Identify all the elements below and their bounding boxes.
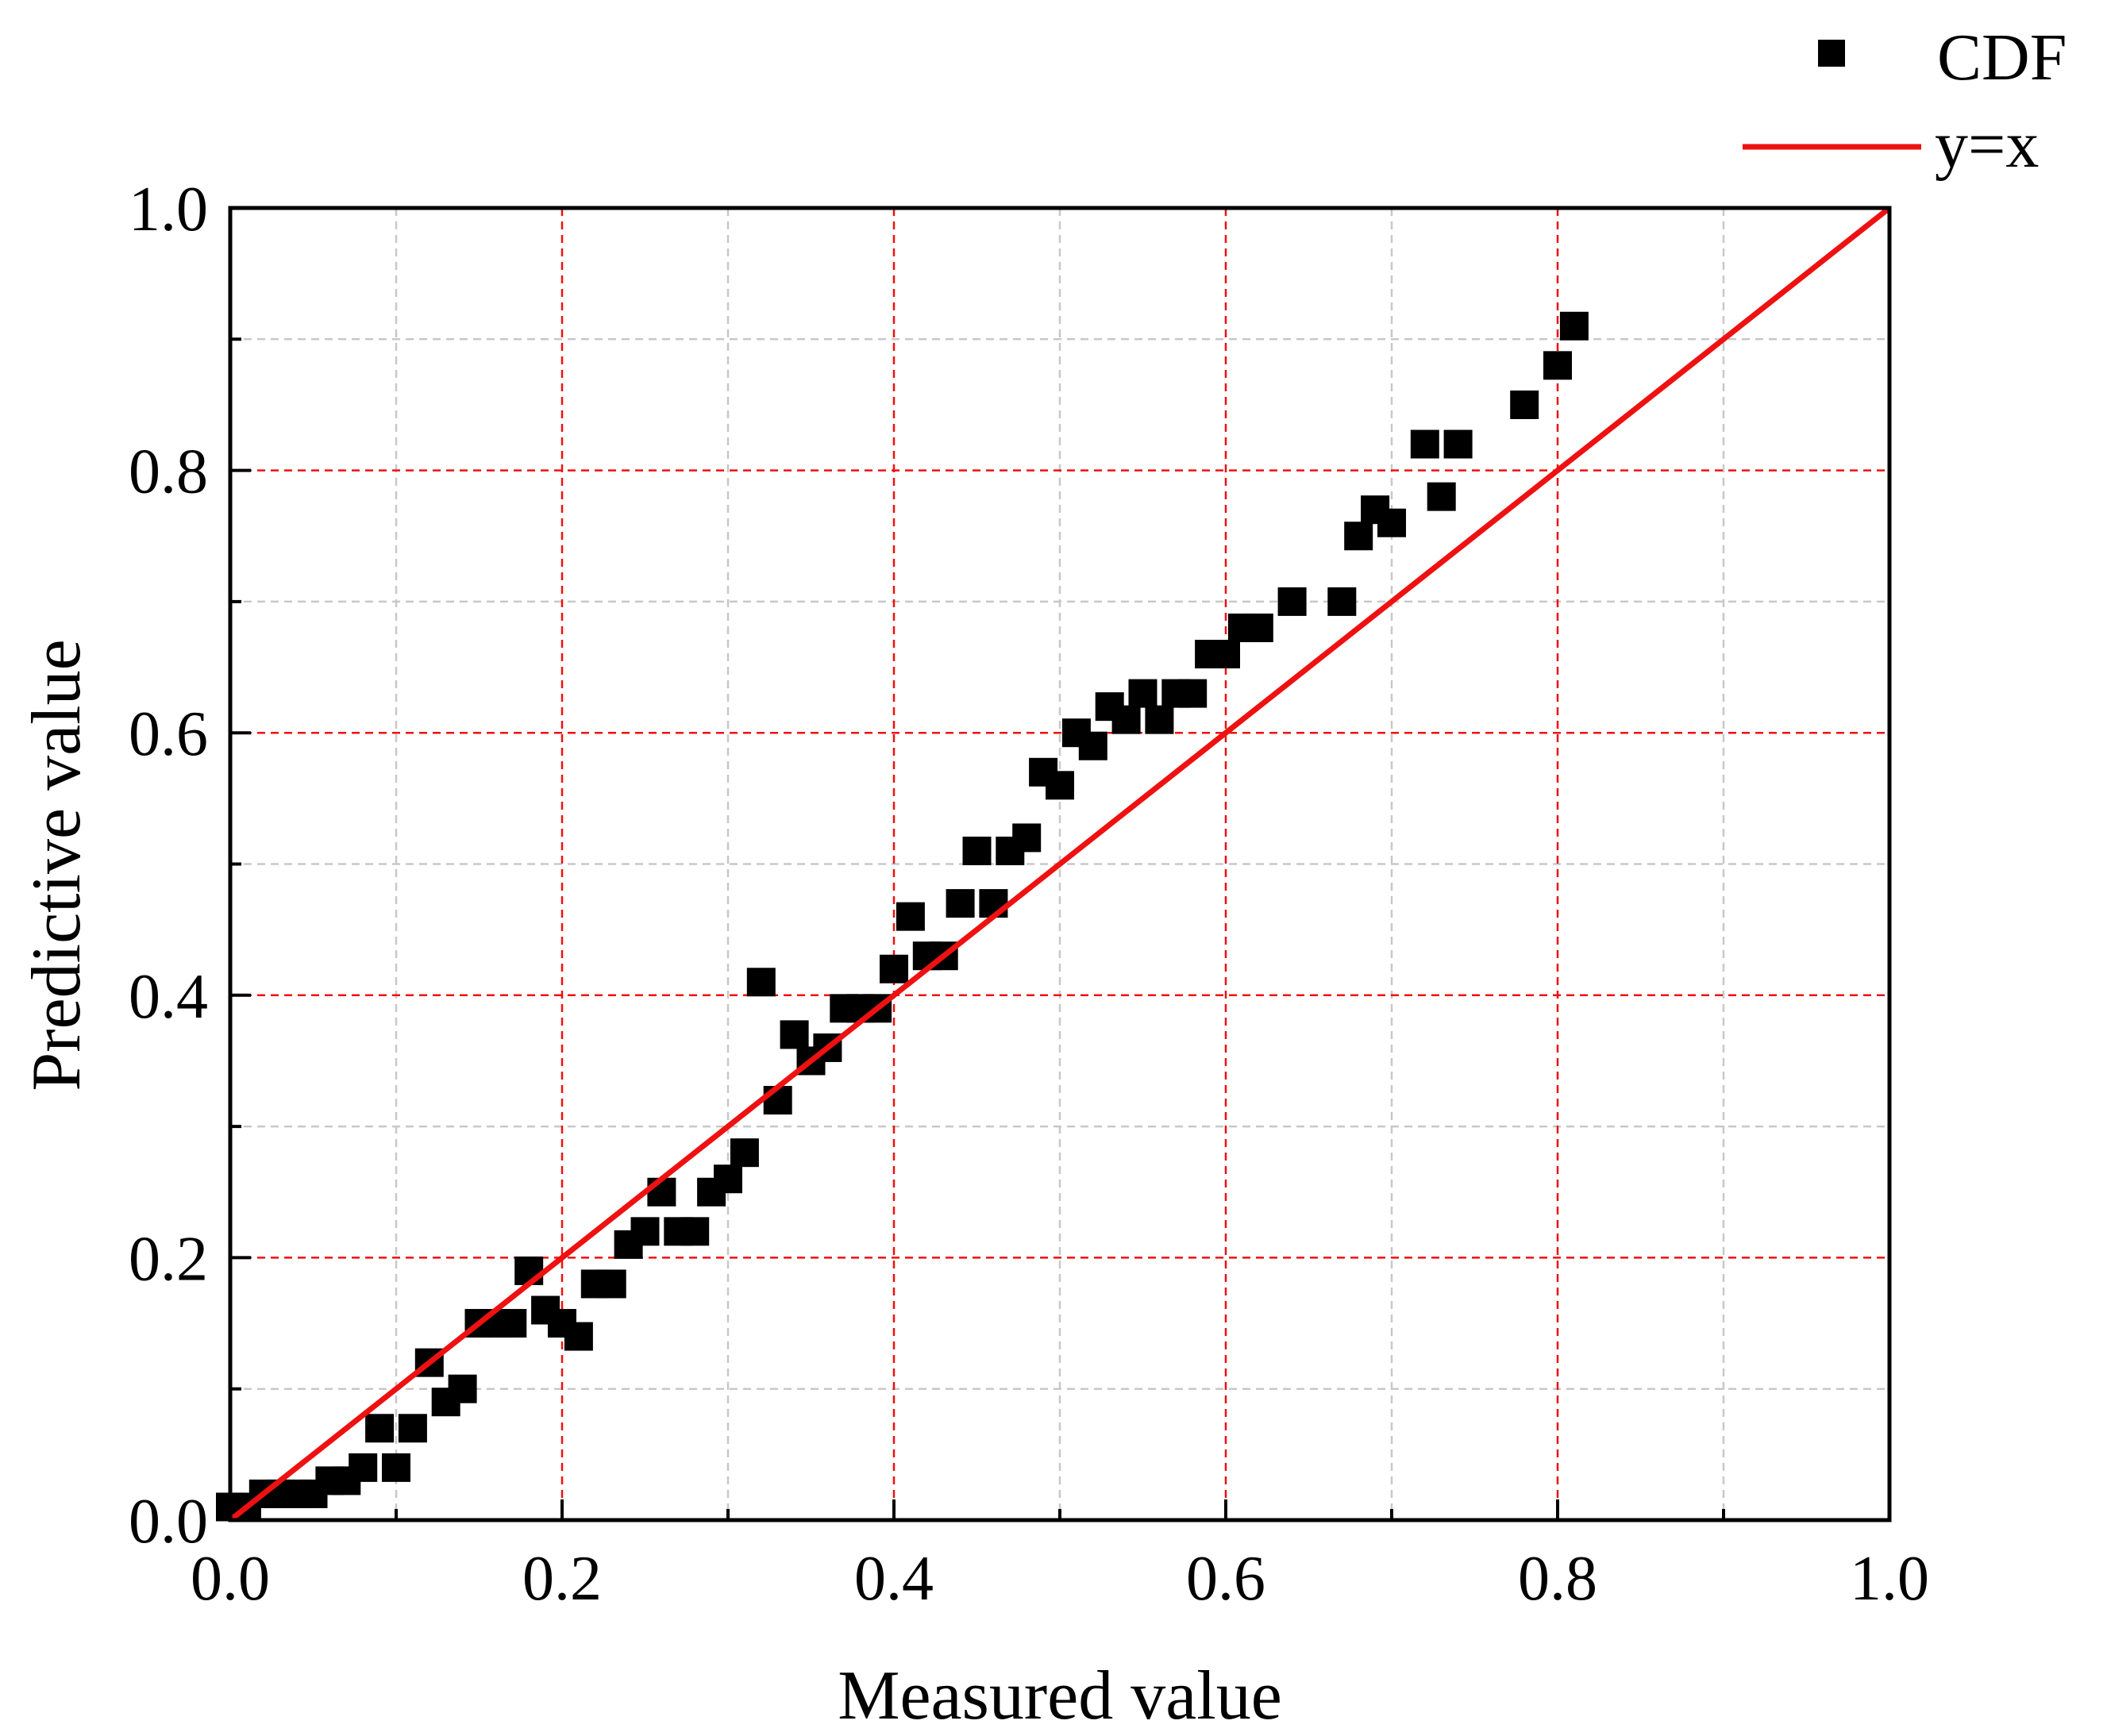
cdf-point [780,1020,809,1049]
cdf-point [680,1217,710,1246]
x-tick-label: 0.2 [522,1544,602,1614]
x-tick-label: 0.8 [1518,1544,1597,1614]
cdf-point [1012,823,1042,853]
y-tick-label: 1.0 [129,175,208,244]
cdf-point [1427,482,1456,511]
cdf-point [564,1322,593,1351]
cdf-point [746,968,776,997]
legend-cdf-label: CDF [1937,21,2067,94]
cdf-point [730,1138,759,1168]
cdf-point [1145,705,1174,734]
legend-yx-label: y=x [1935,108,2039,182]
cdf-point [714,1164,742,1194]
cdf-point [647,1177,676,1207]
legend: CDF y=x [1743,21,2067,182]
cdf-point [514,1256,544,1285]
y-tick-label: 0.6 [129,699,208,769]
cdf-point [1344,522,1373,551]
legend-cdf-marker [1818,40,1845,67]
y-tick-label: 0.2 [129,1224,208,1294]
cdf-point [1543,351,1572,380]
x-tick-label: 0.4 [854,1544,934,1614]
cdf-point [398,1414,427,1443]
y-axis-title: Predictive value [18,639,95,1091]
cdf-point [448,1374,477,1403]
yx-reference-line [228,206,1892,1522]
cdf-point [1443,429,1473,459]
cdf-point [498,1309,527,1338]
x-axis-title: Measured value [838,1657,1282,1734]
cdf-point [763,1086,792,1115]
tick-labels: 0.00.0 0.2 0.2 0.4 0.4 0.6 0.6 0.8 0.8 1.0 1.0 [129,175,1929,1614]
cdf-point [896,902,925,931]
cdf-point [382,1453,410,1482]
x-tick-label: 0.6 [1186,1544,1265,1614]
cdf-point [1111,705,1141,734]
plot-data [216,206,1892,1522]
y-tick-label: 0.4 [129,962,208,1032]
cdf-point [1078,731,1107,760]
cdf-point [597,1269,626,1299]
cdf-point [1327,587,1357,616]
cdf-point [365,1414,395,1443]
cdf-point [1510,390,1539,419]
x-tick-label: 1.0 [1850,1544,1929,1614]
cdf-point [1410,429,1439,459]
y-tick-label: 0.0 [129,1487,208,1557]
cdf-point [1178,679,1208,708]
cdf-point [1559,311,1589,341]
cdf-point [1046,771,1074,800]
cdf-point [1244,613,1273,642]
cdf-point [1211,640,1240,669]
cdf-point [1128,679,1158,708]
cdf-point [349,1453,378,1482]
cdf-point [979,889,1008,918]
cdf-point [630,1217,660,1246]
cdf-point [880,954,908,983]
x-tick-label: 0.0 [191,1544,270,1614]
cdf-point [962,836,992,865]
cdf-point [1377,508,1406,537]
cdf-point [1277,587,1307,616]
y-tick-label: 0.8 [129,437,208,507]
cdf-point [946,889,975,918]
plot-frame [228,206,1892,1522]
